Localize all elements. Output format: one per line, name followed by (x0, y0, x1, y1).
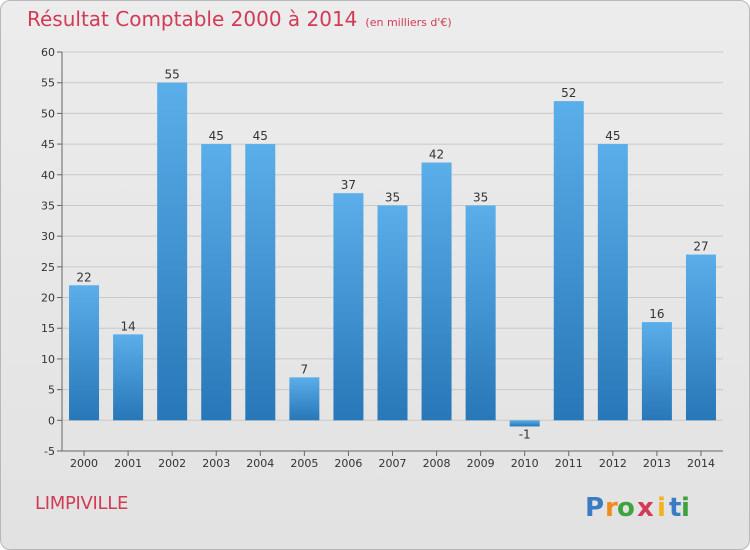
x-tick-label: 2000 (70, 457, 98, 470)
data-label: 35 (473, 190, 488, 204)
y-tick-label: 45 (41, 138, 55, 151)
logo-letter: P (585, 493, 604, 523)
x-tick-label: 2011 (555, 457, 583, 470)
y-tick-labels: -5 0 5 10 15 20 25 30 35 40 45 50 55 60 (41, 46, 55, 458)
y-tick-label: 0 (48, 414, 55, 427)
chart-title: Résultat Comptable 2000 à 2014 (en millie… (27, 7, 452, 31)
logo-letter: t (669, 493, 681, 523)
x-tick-label: 2007 (379, 457, 407, 470)
y-tick-label: 30 (41, 230, 55, 243)
bar-2002 (157, 82, 188, 421)
data-label: 42 (429, 147, 444, 161)
y-tick-label: 60 (41, 46, 55, 59)
data-label: 45 (253, 129, 268, 143)
bar-2003 (201, 144, 232, 421)
data-label: 22 (76, 270, 91, 284)
x-tick-label: 2005 (290, 457, 318, 470)
x-tick-label: 2012 (599, 457, 627, 470)
x-tick-label: 2013 (643, 457, 671, 470)
bar-2004 (245, 144, 276, 421)
bar-2000 (69, 285, 100, 421)
title-unit: (en milliers d'€) (365, 16, 452, 29)
x-tick-labels: 2000 2001 2002 2003 2004 2005 2006 2007 2008 2009… (70, 457, 715, 470)
x-tick-label: 2008 (423, 457, 451, 470)
x-tick-label: 2010 (511, 457, 539, 470)
y-tick-label: 15 (41, 322, 55, 335)
bar-2008 (421, 162, 452, 421)
bar-2007 (377, 205, 408, 421)
bar-2010 (509, 420, 540, 427)
data-label: 16 (649, 307, 664, 321)
y-tick-label: 50 (41, 107, 55, 120)
y-tick-label: 20 (41, 292, 55, 305)
axes (57, 51, 723, 456)
commune-name: LIMPIVILLE (35, 493, 129, 514)
bars (69, 82, 716, 427)
data-label: 52 (561, 86, 576, 100)
y-tick-label: 55 (41, 77, 55, 90)
bar-2006 (333, 193, 364, 421)
data-label: 45 (209, 129, 224, 143)
bar-2009 (465, 205, 496, 421)
data-label: 7 (301, 362, 309, 376)
logo-letter: r (605, 493, 618, 523)
data-label: 55 (165, 68, 180, 82)
x-tick-label: 2009 (467, 457, 495, 470)
logo-letter: i (681, 493, 690, 523)
data-label: 27 (693, 240, 708, 254)
data-label: 37 (341, 178, 356, 192)
data-label: 35 (385, 190, 400, 204)
bar-2012 (597, 144, 628, 421)
data-label: 14 (120, 319, 135, 333)
bar-2005 (289, 377, 320, 421)
x-tick-label: 2004 (246, 457, 274, 470)
data-labels: 22 14 55 45 45 7 37 35 42 35 -1 52 45 16 27 (76, 68, 708, 442)
y-tick-label: 35 (41, 199, 55, 212)
bar-2014 (685, 254, 716, 421)
data-label: -1 (519, 427, 531, 441)
bar-2013 (641, 322, 672, 421)
bar-2001 (113, 334, 144, 421)
x-tick-label: 2002 (158, 457, 186, 470)
logo-letter: i (657, 493, 666, 523)
y-tick-label: 40 (41, 169, 55, 182)
x-tick-label: 2003 (202, 457, 230, 470)
bar-2011 (553, 101, 584, 421)
data-label: 45 (605, 129, 620, 143)
x-tick-label: 2014 (687, 457, 715, 470)
y-tick-label: 25 (41, 261, 55, 274)
y-tick-label: -5 (44, 445, 55, 458)
y-tick-label: 5 (48, 384, 55, 397)
logo-letter: o (617, 493, 635, 523)
logo-letter: x (637, 493, 654, 523)
x-tick-label: 2001 (114, 457, 142, 470)
title-text: Résultat Comptable 2000 à 2014 (27, 7, 358, 31)
y-tick-label: 10 (41, 353, 55, 366)
x-tick-label: 2006 (334, 457, 362, 470)
